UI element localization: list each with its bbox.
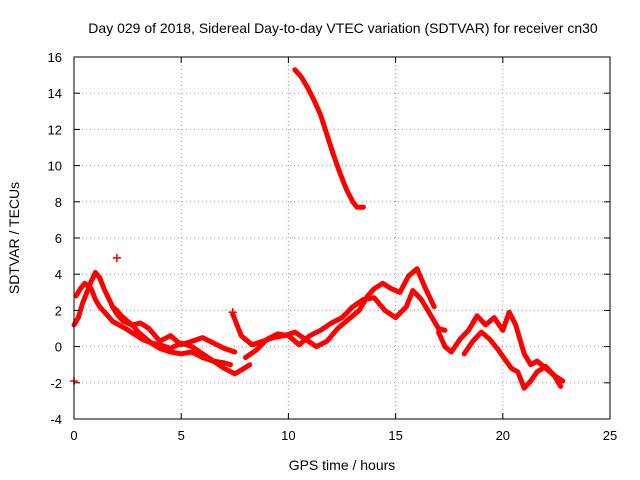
y-tick-label: 4	[55, 267, 62, 282]
series-satellite-track-f	[292, 67, 366, 210]
grid-lines	[74, 57, 610, 419]
y-tick-label: 2	[55, 303, 62, 318]
y-tick-label: 16	[48, 50, 62, 65]
series-satellite-track-b	[73, 280, 253, 377]
x-tick-label: 15	[388, 428, 402, 443]
y-tick-label: 10	[48, 159, 62, 174]
x-tick-label: 10	[281, 428, 295, 443]
x-tick-label: 0	[70, 428, 77, 443]
y-tick-label: -4	[50, 412, 62, 427]
series-satellite-track-h	[461, 329, 564, 391]
x-axis-label: GPS time / hours	[289, 457, 396, 473]
y-axis-label: SDTVAR / TECUs	[6, 182, 22, 294]
y-tick-label: 14	[48, 86, 62, 101]
series-satellite-track-g	[436, 309, 566, 384]
series-satellite-track-e	[243, 288, 448, 360]
x-tick-label: 5	[178, 428, 185, 443]
x-tick-label: 20	[496, 428, 510, 443]
series-satellite-track-c	[110, 304, 238, 355]
y-tick-label: 0	[55, 340, 62, 355]
y-tick-label: 6	[55, 231, 62, 246]
chart-title: Day 029 of 2018, Sidereal Day-to-day VTE…	[88, 20, 598, 36]
y-tick-label: 8	[55, 195, 62, 210]
y-axis: -4 -2 0 2 4 6 8 10 12 14 16	[48, 50, 610, 427]
y-tick-label: -2	[50, 376, 62, 391]
x-axis: 0 5 10 15 20 25	[70, 57, 617, 443]
y-tick-label: 12	[48, 122, 62, 137]
x-tick-label: 25	[603, 428, 617, 443]
